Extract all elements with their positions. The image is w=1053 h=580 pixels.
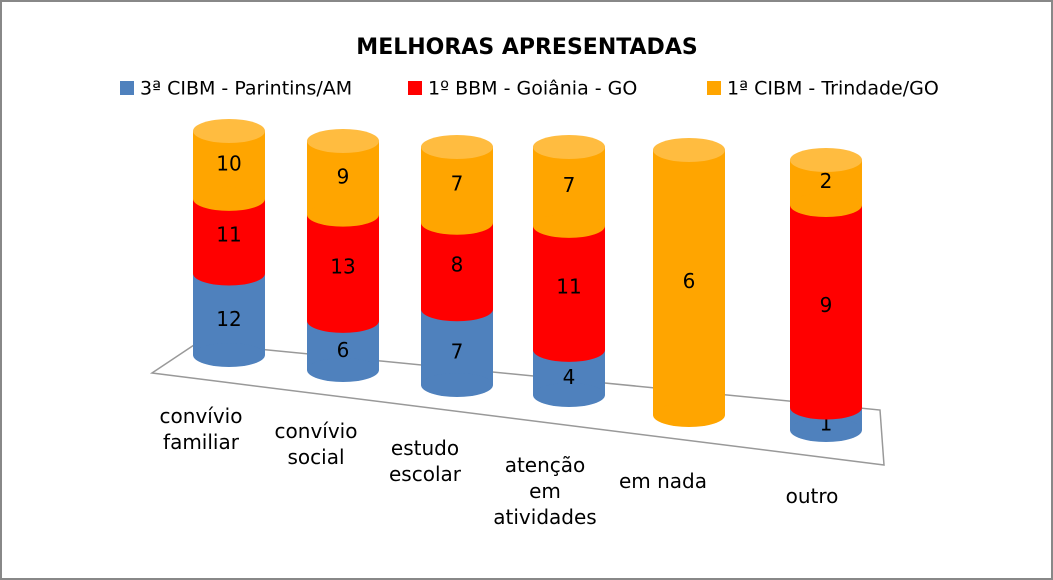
bar-segment-bottom xyxy=(421,210,493,235)
chart-title: MELHORAS APRESENTADAS xyxy=(356,35,697,60)
bar-segment-bottom xyxy=(421,297,493,322)
bar-top xyxy=(307,129,379,153)
bar-segment-bottom xyxy=(533,337,605,362)
legend-swatch xyxy=(408,81,422,95)
bar-segment xyxy=(533,225,605,350)
bar-segment xyxy=(533,147,605,226)
data-label: 4 xyxy=(563,365,576,389)
bar-segment xyxy=(421,309,493,385)
data-label: 9 xyxy=(337,164,350,188)
bar-segment-bottom xyxy=(790,418,862,442)
bar-segment xyxy=(307,141,379,215)
bar-segment xyxy=(790,205,862,408)
data-label: 2 xyxy=(820,169,833,193)
bar-segment xyxy=(193,273,265,355)
legend-label: 1º BBM - Goiânia - GO xyxy=(428,78,637,100)
bar-top xyxy=(653,138,725,162)
bar-segment-bottom xyxy=(307,358,379,382)
data-label: 10 xyxy=(216,151,241,175)
data-label: 7 xyxy=(563,173,576,197)
x-tick-label: em nada xyxy=(618,469,708,493)
legend-swatch xyxy=(707,81,721,95)
bar-top xyxy=(790,148,862,172)
data-label: 11 xyxy=(216,223,241,247)
bar-segment-bottom xyxy=(790,193,862,217)
data-label: 6 xyxy=(337,338,350,362)
data-label: 6 xyxy=(683,269,696,293)
bar-segment xyxy=(421,147,493,223)
bar-segment-bottom xyxy=(533,383,605,407)
bar-segment-bottom xyxy=(193,261,265,286)
bar-top xyxy=(533,135,605,159)
bar-segment-bottom xyxy=(307,308,379,333)
bar-top xyxy=(193,119,265,143)
bar-segment xyxy=(421,222,493,310)
bar-segment xyxy=(193,198,265,274)
x-tick-label: estudo escolar xyxy=(389,436,461,486)
bar-segment-bottom xyxy=(790,395,862,420)
bar-segment-bottom xyxy=(193,186,265,211)
legend-swatch xyxy=(120,81,134,95)
data-label: 7 xyxy=(451,171,464,195)
data-label: 8 xyxy=(451,253,464,277)
bar-segment-bottom xyxy=(653,403,725,427)
bar-segment xyxy=(307,214,379,321)
x-tick-label: atenção em atividades xyxy=(493,453,597,529)
x-tick-label: convívio familiar xyxy=(159,404,243,454)
legend-label: 1ª CIBM - Trindade/GO xyxy=(727,78,939,100)
data-label: 12 xyxy=(216,307,241,331)
data-label: 9 xyxy=(820,293,833,317)
legend-label: 3ª CIBM - Parintins/AM xyxy=(140,78,352,100)
x-tick-label: convívio social xyxy=(274,419,358,469)
bar-segment-bottom xyxy=(307,202,379,227)
data-label: 13 xyxy=(330,254,355,278)
x-tick-label: outro xyxy=(785,484,839,508)
bar-top xyxy=(421,135,493,159)
data-label: 7 xyxy=(451,340,464,364)
bar-segment xyxy=(653,150,725,415)
data-label: 11 xyxy=(556,274,581,298)
bar-segment-bottom xyxy=(533,213,605,238)
bar-segment-bottom xyxy=(193,343,265,367)
bar-segment-bottom xyxy=(421,373,493,397)
